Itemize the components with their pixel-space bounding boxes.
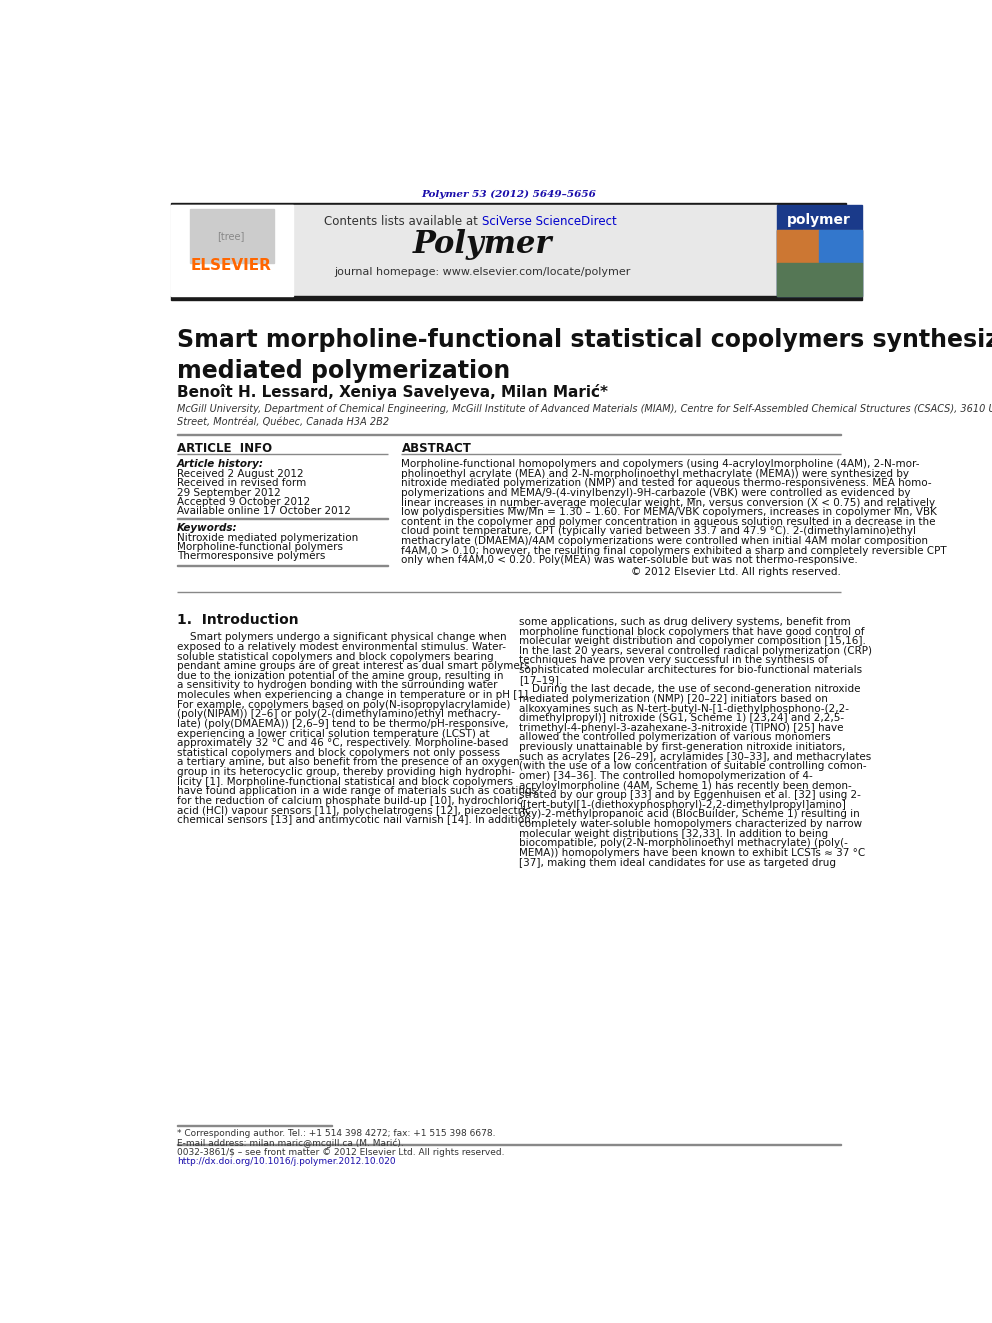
Text: (with the use of a low concentration of suitable controlling comon-: (with the use of a low concentration of … (519, 761, 867, 771)
Text: ([tert-butyl[1-(diethoxyphosphoryl)-2,2-dimethylpropyl]amino]: ([tert-butyl[1-(diethoxyphosphoryl)-2,2-… (519, 800, 846, 810)
Text: licity [1]. Morpholine-functional statistical and block copolymers: licity [1]. Morpholine-functional statis… (177, 777, 513, 787)
Text: a sensitivity to hydrogen bonding with the surrounding water: a sensitivity to hydrogen bonding with t… (177, 680, 497, 691)
Text: Accepted 9 October 2012: Accepted 9 October 2012 (177, 497, 310, 507)
Text: alkoxyamines such as N-tert-butyl-N-[1-diethylphosphono-(2,2-: alkoxyamines such as N-tert-butyl-N-[1-d… (519, 704, 849, 713)
Text: only when f4AM,0 < 0.20. Poly(MEA) was water-soluble but was not thermo-responsi: only when f4AM,0 < 0.20. Poly(MEA) was w… (402, 556, 858, 565)
Text: molecular weight distributions [32,33]. In addition to being: molecular weight distributions [32,33]. … (519, 828, 828, 839)
Text: Polymer 53 (2012) 5649–5656: Polymer 53 (2012) 5649–5656 (421, 189, 596, 198)
Text: Smart polymers undergo a significant physical change when: Smart polymers undergo a significant phy… (177, 632, 506, 642)
Text: Available online 17 October 2012: Available online 17 October 2012 (177, 505, 350, 516)
Text: Received 2 August 2012: Received 2 August 2012 (177, 470, 304, 479)
Text: SciVerse ScienceDirect: SciVerse ScienceDirect (482, 216, 617, 229)
Text: Morpholine-functional polymers: Morpholine-functional polymers (177, 542, 342, 552)
Bar (171, 205, 777, 296)
Bar (777, 263, 862, 296)
Text: (poly(NIPAM)) [2–6] or poly(2-(dimethylamino)ethyl methacry-: (poly(NIPAM)) [2–6] or poly(2-(dimethyla… (177, 709, 500, 720)
Text: 0032-3861/$ – see front matter © 2012 Elsevier Ltd. All rights reserved.: 0032-3861/$ – see front matter © 2012 El… (177, 1148, 504, 1158)
Text: omer) [34–36]. The controlled homopolymerization of 4-: omer) [34–36]. The controlled homopolyme… (519, 771, 813, 781)
Text: pendant amine groups are of great interest as dual smart polymers: pendant amine groups are of great intere… (177, 662, 530, 671)
Text: have found application in a wide range of materials such as coatings: have found application in a wide range o… (177, 786, 537, 796)
Text: ABSTRACT: ABSTRACT (402, 442, 471, 455)
Text: previously unattainable by first-generation nitroxide initiators,: previously unattainable by first-generat… (519, 742, 845, 751)
Text: dimethylpropyl)] nitroxide (SG1, Scheme 1) [23,24] and 2,2,5-: dimethylpropyl)] nitroxide (SG1, Scheme … (519, 713, 844, 724)
Text: completely water-soluble homopolymers characterized by narrow: completely water-soluble homopolymers ch… (519, 819, 862, 830)
Text: mediated polymerization (NMP) [20–22] initiators based on: mediated polymerization (NMP) [20–22] in… (519, 693, 828, 704)
Text: For example, copolymers based on poly(N-isopropylacrylamide): For example, copolymers based on poly(N-… (177, 700, 510, 709)
Text: strated by our group [33] and by Eggenhuisen et al. [32] using 2-: strated by our group [33] and by Eggenhu… (519, 790, 861, 800)
Text: E-mail address: milan.maric@mcgill.ca (M. Marić).: E-mail address: milan.maric@mcgill.ca (M… (177, 1138, 404, 1147)
Text: group in its heterocyclic group, thereby providing high hydrophi-: group in its heterocyclic group, thereby… (177, 767, 515, 777)
Text: McGill University, Department of Chemical Engineering, McGill Institute of Advan: McGill University, Department of Chemica… (177, 404, 992, 427)
Text: techniques have proven very successful in the synthesis of: techniques have proven very successful i… (519, 655, 828, 665)
Text: [tree]: [tree] (217, 230, 245, 241)
Bar (777, 205, 862, 296)
Text: ARTICLE  INFO: ARTICLE INFO (177, 442, 272, 455)
Text: polymer: polymer (788, 213, 851, 228)
Text: sophisticated molecular architectures for bio-functional materials: sophisticated molecular architectures fo… (519, 665, 862, 675)
Text: low polydispersities M̅w/M̅n = 1.30 – 1.60. For MEMA/VBK copolymers, increases i: low polydispersities M̅w/M̅n = 1.30 – 1.… (402, 507, 937, 517)
Text: allowed the controlled polymerization of various monomers: allowed the controlled polymerization of… (519, 733, 831, 742)
Bar (189, 209, 274, 263)
Text: due to the ionization potential of the amine group, resulting in: due to the ionization potential of the a… (177, 671, 503, 681)
Bar (777, 230, 819, 263)
Text: acid (HCl) vapour sensors [11], polychelatrogens [12], piezoelectric: acid (HCl) vapour sensors [11], polychel… (177, 806, 531, 815)
Text: soluble statistical copolymers and block copolymers bearing: soluble statistical copolymers and block… (177, 651, 493, 662)
Bar (171, 205, 293, 296)
Text: late) (poly(DMAEMA)) [2,6–9] tend to be thermo/pH-responsive,: late) (poly(DMAEMA)) [2,6–9] tend to be … (177, 718, 508, 729)
Text: ELSEVIER: ELSEVIER (190, 258, 272, 273)
Text: MEMA)) homopolymers have been known to exhibit LCSTs ≈ 37 °C: MEMA)) homopolymers have been known to e… (519, 848, 865, 857)
Text: Morpholine-functional homopolymers and copolymers (using 4-acryloylmorpholine (4: Morpholine-functional homopolymers and c… (402, 459, 920, 470)
Text: cloud point temperature, CPT (typically varied between 33.7 and 47.9 °C). 2-(dim: cloud point temperature, CPT (typically … (402, 527, 917, 536)
Text: chemical sensors [13] and antimycotic nail varnish [14]. In addition,: chemical sensors [13] and antimycotic na… (177, 815, 534, 826)
Text: f4AM,0 > 0.10; however, the resulting final copolymers exhibited a sharp and com: f4AM,0 > 0.10; however, the resulting fi… (402, 545, 947, 556)
Bar (819, 230, 862, 263)
Text: a tertiary amine, but also benefit from the presence of an oxygen: a tertiary amine, but also benefit from … (177, 758, 520, 767)
Text: experiencing a lower critical solution temperature (LCST) at: experiencing a lower critical solution t… (177, 729, 489, 738)
Text: [37], making them ideal candidates for use as targeted drug: [37], making them ideal candidates for u… (519, 857, 836, 868)
Text: During the last decade, the use of second-generation nitroxide: During the last decade, the use of secon… (519, 684, 861, 695)
Text: for the reduction of calcium phosphate build-up [10], hydrochloric: for the reduction of calcium phosphate b… (177, 796, 523, 806)
Text: approximately 32 °C and 46 °C, respectively. Morpholine-based: approximately 32 °C and 46 °C, respectiv… (177, 738, 508, 749)
Text: linear increases in number-average molecular weight, M̅n, versus conversion (X <: linear increases in number-average molec… (402, 497, 935, 508)
Text: * Corresponding author. Tel.: +1 514 398 4272; fax: +1 515 398 6678.: * Corresponding author. Tel.: +1 514 398… (177, 1129, 495, 1138)
Text: Smart morpholine-functional statistical copolymers synthesized by nitroxide
medi: Smart morpholine-functional statistical … (177, 328, 992, 382)
Text: [17–19].: [17–19]. (519, 675, 562, 685)
Text: biocompatible, poly(2-N-morpholinoethyl methacrylate) (poly(-: biocompatible, poly(2-N-morpholinoethyl … (519, 839, 848, 848)
Text: trimethyl-4-phenyl-3-azahexane-3-nitroxide (TIPNO) [25] have: trimethyl-4-phenyl-3-azahexane-3-nitroxi… (519, 722, 844, 733)
Text: molecules when experiencing a change in temperature or in pH [1].: molecules when experiencing a change in … (177, 691, 531, 700)
Text: Keywords:: Keywords: (177, 523, 237, 533)
Text: http://dx.doi.org/10.1016/j.polymer.2012.10.020: http://dx.doi.org/10.1016/j.polymer.2012… (177, 1158, 396, 1167)
Text: Thermoresponsive polymers: Thermoresponsive polymers (177, 552, 325, 561)
Text: content in the copolymer and polymer concentration in aqueous solution resulted : content in the copolymer and polymer con… (402, 517, 935, 527)
Text: © 2012 Elsevier Ltd. All rights reserved.: © 2012 Elsevier Ltd. All rights reserved… (631, 568, 841, 577)
Text: molecular weight distribution and copolymer composition [15,16].: molecular weight distribution and copoly… (519, 636, 866, 646)
Text: Benoît H. Lessard, Xeniya Savelyeva, Milan Marić*: Benoît H. Lessard, Xeniya Savelyeva, Mil… (177, 384, 608, 400)
Text: 1.  Introduction: 1. Introduction (177, 613, 299, 627)
Text: Contents lists available at: Contents lists available at (324, 216, 482, 229)
Bar (171, 202, 846, 205)
Text: some applications, such as drug delivery systems, benefit from: some applications, such as drug delivery… (519, 617, 851, 627)
Text: such as acrylates [26–29], acrylamides [30–33], and methacrylates: such as acrylates [26–29], acrylamides [… (519, 751, 872, 762)
Text: statistical copolymers and block copolymers not only possess: statistical copolymers and block copolym… (177, 747, 500, 758)
Text: Polymer: Polymer (413, 229, 552, 261)
Text: journal homepage: www.elsevier.com/locate/polymer: journal homepage: www.elsevier.com/locat… (334, 267, 630, 277)
Text: methacrylate (DMAEMA)/4AM copolymerizations were controlled when initial 4AM mol: methacrylate (DMAEMA)/4AM copolymerizati… (402, 536, 929, 546)
Text: oxy)-2-methylpropanoic acid (BlocBuilder, Scheme 1) resulting in: oxy)-2-methylpropanoic acid (BlocBuilder… (519, 810, 860, 819)
Text: exposed to a relatively modest environmental stimulus. Water-: exposed to a relatively modest environme… (177, 642, 506, 652)
Text: nitroxide mediated polymerization (NMP) and tested for aqueous thermo-responsive: nitroxide mediated polymerization (NMP) … (402, 479, 932, 488)
Text: Nitroxide mediated polymerization: Nitroxide mediated polymerization (177, 533, 358, 542)
Text: In the last 20 years, several controlled radical polymerization (CRP): In the last 20 years, several controlled… (519, 646, 872, 656)
Text: pholinoethyl acrylate (MEA) and 2-N-morpholinoethyl methacrylate (MEMA)) were sy: pholinoethyl acrylate (MEA) and 2-N-morp… (402, 468, 910, 479)
Text: Article history:: Article history: (177, 459, 264, 470)
Text: polymerizations and MEMA/9-(4-vinylbenzyl)-9H-carbazole (VBK) were controlled as: polymerizations and MEMA/9-(4-vinylbenzy… (402, 488, 911, 497)
Text: Received in revised form: Received in revised form (177, 479, 306, 488)
Text: morpholine functional block copolymers that have good control of: morpholine functional block copolymers t… (519, 627, 865, 636)
Bar (777, 230, 862, 296)
Text: acryloylmorpholine (4AM, Scheme 1) has recently been demon-: acryloylmorpholine (4AM, Scheme 1) has r… (519, 781, 852, 791)
Bar (171, 296, 862, 300)
Text: 29 September 2012: 29 September 2012 (177, 488, 281, 497)
